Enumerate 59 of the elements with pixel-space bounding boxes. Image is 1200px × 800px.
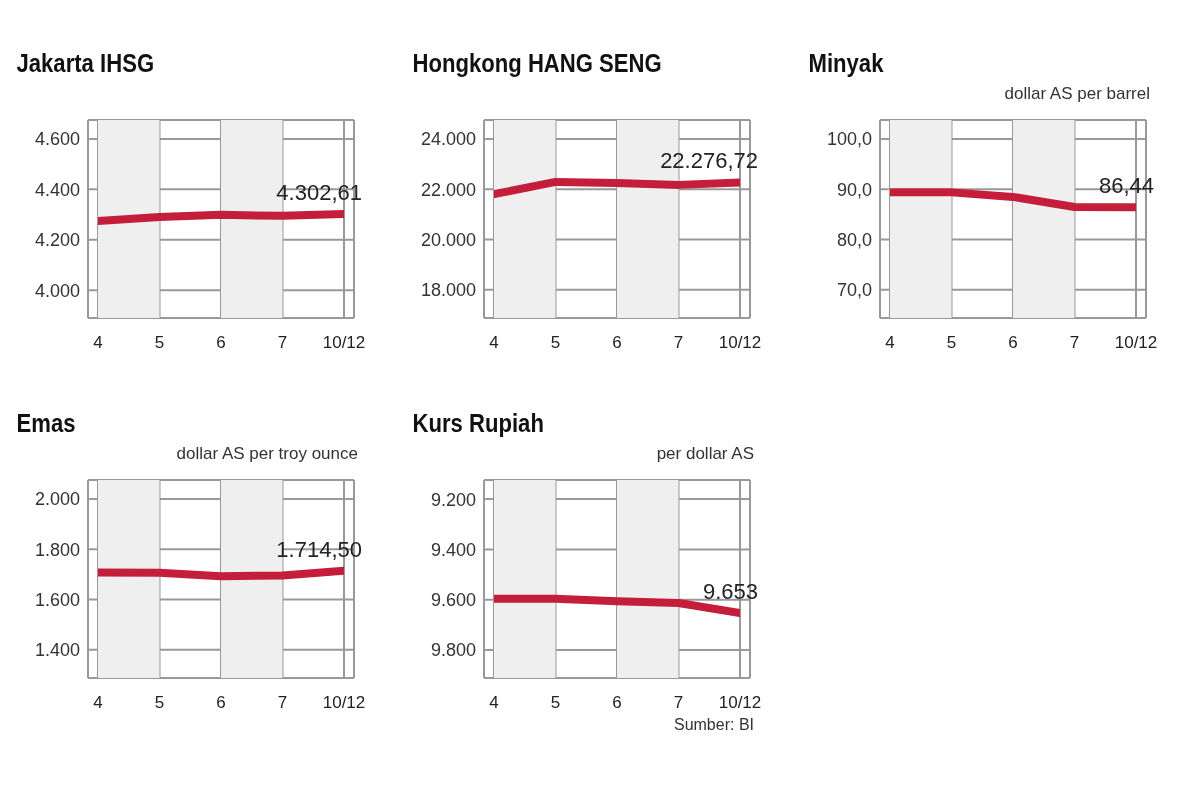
x-tick-label: 4 — [885, 333, 895, 353]
y-tick-label: 1.600 — [34, 589, 80, 610]
x-tick-label: 5 — [550, 333, 561, 353]
y-tick-label: 9.800 — [430, 640, 476, 661]
data-label: 22.276,72 — [660, 148, 758, 174]
y-tick-label: 20.000 — [420, 229, 476, 250]
x-tick-label: 7 — [1069, 333, 1080, 353]
y-tick-label: 80,0 — [836, 229, 872, 250]
x-tick-label: 10/12 — [718, 693, 762, 713]
x-tick-label: 7 — [277, 693, 288, 713]
x-tick-label: 4 — [489, 333, 499, 353]
y-tick-label: 4.000 — [34, 280, 80, 301]
x-tick-label: 6 — [1008, 333, 1018, 353]
y-tick-label: 4.400 — [34, 179, 80, 200]
chart-subtitle: dollar AS per troy ounce — [175, 444, 359, 465]
chart-title: Minyak — [807, 48, 885, 80]
chart-title: Kurs Rupiah — [411, 408, 545, 440]
x-tick-label: 7 — [673, 333, 684, 353]
x-tick-label: 10/12 — [718, 333, 762, 353]
y-tick-label: 1.400 — [34, 640, 80, 661]
x-tick-label: 5 — [154, 333, 165, 353]
x-tick-label: 4 — [93, 693, 103, 713]
y-tick-label: 24.000 — [420, 129, 476, 150]
text: Sumber: BI — [672, 716, 755, 734]
x-tick-label: 10/12 — [322, 693, 366, 713]
x-tick-label: 6 — [612, 333, 622, 353]
x-tick-label: 10/12 — [1114, 333, 1158, 353]
x-tick-label: 6 — [216, 693, 226, 713]
y-tick-label: 100,0 — [826, 129, 872, 150]
data-label: 9.653 — [702, 579, 758, 605]
x-tick-label: 6 — [612, 693, 622, 713]
x-tick-label: 10/12 — [322, 333, 366, 353]
y-tick-label: 1.800 — [34, 539, 80, 560]
y-tick-label: 9.400 — [430, 539, 476, 560]
y-tick-label: 4.600 — [34, 129, 80, 150]
data-label: 4.302,61 — [276, 179, 362, 205]
x-tick-label: 4 — [93, 333, 103, 353]
data-label: 86,44 — [1098, 173, 1154, 199]
data-label: 1.714,50 — [276, 536, 362, 562]
chart-title: Jakarta IHSG — [15, 48, 156, 80]
y-tick-label: 9.200 — [430, 489, 476, 510]
x-tick-label: 5 — [550, 693, 561, 713]
chart-subtitle: dollar AS per barrel — [1003, 84, 1151, 105]
y-tick-label: 70,0 — [836, 280, 872, 301]
chart-subtitle: per dollar AS — [655, 444, 755, 465]
y-tick-label: 4.200 — [34, 230, 80, 251]
x-tick-label: 5 — [154, 693, 165, 713]
x-tick-label: 5 — [946, 333, 957, 353]
chart-title: Emas — [15, 408, 77, 440]
y-tick-label: 9.600 — [430, 590, 476, 611]
x-tick-label: 4 — [489, 693, 499, 713]
y-tick-label: 18.000 — [420, 280, 476, 301]
x-tick-label: 7 — [277, 333, 288, 353]
x-tick-label: 6 — [216, 333, 226, 353]
y-tick-label: 22.000 — [420, 179, 476, 200]
x-tick-label: 7 — [673, 693, 684, 713]
y-tick-label: 90,0 — [836, 179, 872, 200]
chart-title: Hongkong HANG SENG — [411, 48, 663, 80]
y-tick-label: 2.000 — [34, 489, 80, 510]
